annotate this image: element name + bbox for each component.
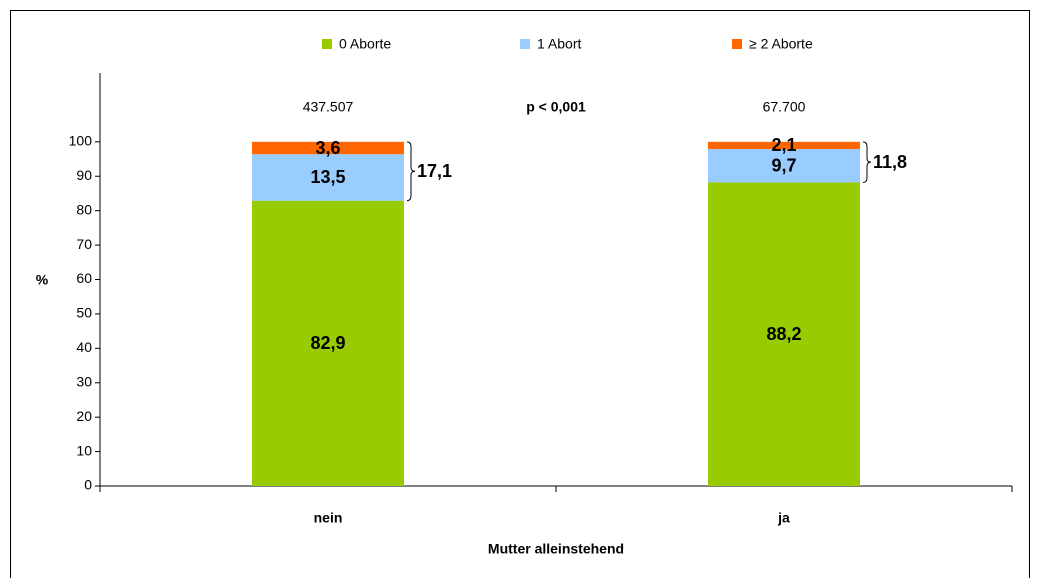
y-axis-label: % [36,272,49,288]
y-tick-label: 50 [76,305,92,321]
y-tick-label: 0 [84,477,92,493]
legend-label: 1 Abort [537,36,581,52]
x-axis-label: Mutter alleinstehend [488,541,624,557]
y-tick-label: 60 [76,270,92,286]
y-tick-label: 70 [76,236,92,252]
value-label: 82,9 [310,333,345,353]
value-label: 13,5 [310,167,345,187]
legend-swatch [732,39,742,49]
bracket [862,141,872,183]
count-label: 437.507 [303,99,354,115]
value-label: 2,1 [771,135,796,155]
bar-segment [708,149,860,183]
y-tick-label: 100 [69,133,93,149]
y-tick-label: 10 [76,442,92,458]
bracket [406,141,416,202]
value-label: 88,2 [766,324,801,344]
count-label: 67.700 [763,99,806,115]
y-tick-label: 30 [76,373,92,389]
chart-frame [10,10,1030,578]
y-tick-label: 80 [76,201,92,217]
legend-label: ≥ 2 Aborte [749,36,813,52]
y-tick-label: 20 [76,408,92,424]
bar-segment [708,182,860,486]
x-tick-label: ja [777,510,790,526]
bar-segment [252,154,404,201]
value-label: 3,6 [315,138,340,158]
x-tick-label: nein [314,510,343,526]
bar-segment [252,200,404,486]
p-value: p < 0,001 [526,99,586,115]
y-tick-label: 40 [76,339,92,355]
bracket-label: 11,8 [873,152,907,172]
legend-swatch [322,39,332,49]
bar-segment [252,141,404,155]
legend-swatch [520,39,530,49]
value-label: 9,7 [771,156,796,176]
bracket-label: 17,1 [417,161,452,181]
y-tick-label: 90 [76,167,92,183]
legend-label: 0 Aborte [339,36,391,52]
bar-segment [708,141,860,150]
